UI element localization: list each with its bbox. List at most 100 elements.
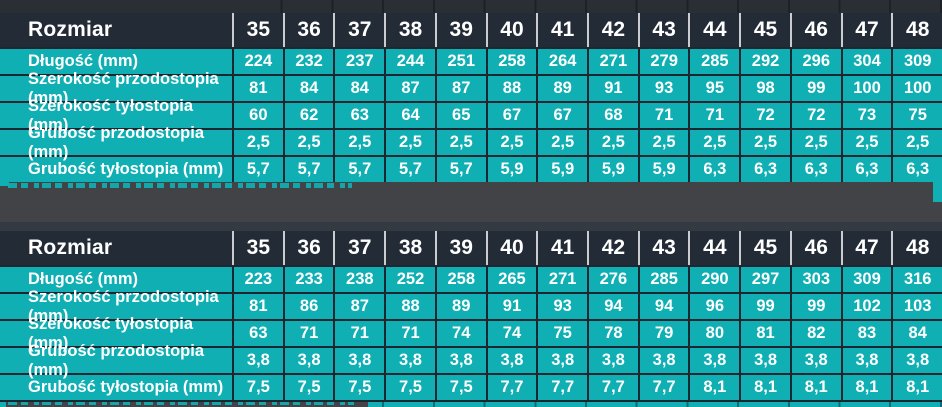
value-cell: 73 (840, 103, 892, 128)
size-cell: 35 (232, 231, 283, 265)
cropped-note-box (6, 402, 368, 407)
value-cell: 79 (637, 321, 689, 346)
value-cell: 91 (587, 76, 638, 101)
size-cell: 40 (485, 231, 537, 265)
value-cell: 8,1 (891, 375, 942, 400)
value-cell: 6,3 (789, 157, 841, 182)
value-cell: 65 (434, 103, 486, 128)
value-cell: 100 (891, 76, 942, 101)
value-cell: 71 (688, 103, 739, 128)
value-cell: 74 (434, 321, 486, 346)
value-cell: 71 (333, 321, 384, 346)
value-cell: 84 (333, 76, 384, 101)
value-cell: 67 (536, 103, 587, 128)
size-cell: 39 (434, 13, 486, 47)
value-cell: 292 (739, 49, 790, 74)
table-separator-band (0, 177, 942, 222)
value-cell: 264 (536, 49, 587, 74)
value-cell: 2,5 (485, 130, 537, 155)
value-cell: 8,1 (789, 375, 841, 400)
size-cell: 46 (789, 231, 841, 265)
size-cell: 48 (891, 13, 942, 47)
value-cell: 89 (536, 76, 587, 101)
data-row: Długość (mm) 223 233 238 252 258 265 271 276 285 2… (0, 265, 942, 292)
value-cell: 96 (688, 294, 739, 319)
value-cell: 91 (485, 294, 537, 319)
value-cell: 84 (891, 321, 942, 346)
value-cell: 2,5 (637, 130, 689, 155)
value-cell: 8,1 (840, 375, 892, 400)
value-cell: 3,8 (232, 348, 283, 373)
value-cell: 87 (384, 76, 435, 101)
value-cell: 87 (333, 294, 384, 319)
value-cell: 285 (688, 49, 739, 74)
value-cell: 223 (232, 267, 283, 292)
value-cell: 3,8 (637, 348, 689, 373)
value-cell: 303 (789, 267, 841, 292)
value-cell: 2,5 (840, 130, 892, 155)
value-cell: 5,9 (485, 157, 537, 182)
data-row: Szerokość tyłostopia (mm) 63 71 71 71 74 74 75 7… (0, 315, 942, 352)
value-cell: 6,3 (739, 157, 790, 182)
size-cell: 43 (637, 13, 689, 47)
value-cell: 232 (282, 49, 334, 74)
pre-header-strip (0, 222, 942, 231)
row-label-cell: Grubość przodostopia (mm) (28, 123, 205, 161)
value-cell: 271 (536, 267, 587, 292)
value-cell: 224 (232, 49, 283, 74)
column-tick-marks (232, 0, 942, 13)
crop-artifact-left (0, 177, 9, 186)
data-row: Grubość tyłostopia (mm) 5,7 5,7 5,7 5,7 5,7 5,… (0, 155, 942, 182)
value-cell: 2,5 (739, 130, 790, 155)
size-cell: 47 (840, 231, 892, 265)
value-cell: 81 (232, 294, 283, 319)
data-row: Długość (mm) 224 232 237 244 251 258 264 271 279 2… (0, 47, 942, 74)
value-cell: 3,8 (434, 348, 486, 373)
value-cell: 2,5 (587, 130, 638, 155)
value-cell: 2,5 (536, 130, 587, 155)
value-cell: 285 (637, 267, 689, 292)
size-cell: 47 (840, 13, 892, 47)
value-cell: 3,8 (536, 348, 587, 373)
value-cell: 81 (232, 76, 283, 101)
value-cell: 5,7 (333, 157, 384, 182)
value-cell: 94 (587, 294, 638, 319)
value-cell: 83 (840, 321, 892, 346)
value-cell: 265 (485, 267, 537, 292)
value-cell: 244 (384, 49, 435, 74)
value-cell: 99 (789, 76, 841, 101)
value-cell: 3,8 (688, 348, 739, 373)
size-cell: 38 (384, 231, 435, 265)
value-cell: 99 (739, 294, 790, 319)
value-cell: 5,9 (587, 157, 638, 182)
value-cell: 7,5 (434, 375, 486, 400)
size-cell: 46 (789, 13, 841, 47)
value-cell: 8,1 (739, 375, 790, 400)
value-cell: 72 (739, 103, 790, 128)
value-cell: 3,8 (282, 348, 334, 373)
value-cell: 304 (840, 49, 892, 74)
crop-artifact-right (933, 182, 942, 202)
column-tick-marks (232, 402, 942, 407)
value-cell: 2,5 (232, 130, 283, 155)
value-cell: 88 (384, 294, 435, 319)
cropped-caption-remnant (8, 402, 354, 405)
data-row: Grubość tyłostopia (mm) 7,5 7,5 7,5 7,5 7,5 7,… (0, 373, 942, 400)
value-cell: 279 (637, 49, 689, 74)
value-cell: 95 (688, 76, 739, 101)
size-cell: 41 (536, 13, 587, 47)
value-cell: 93 (536, 294, 587, 319)
value-cell: 2,5 (688, 130, 739, 155)
value-cell: 60 (232, 103, 283, 128)
value-cell: 7,5 (333, 375, 384, 400)
value-cell: 5,9 (536, 157, 587, 182)
value-cell: 2,5 (891, 130, 942, 155)
value-cell: 80 (688, 321, 739, 346)
value-cell: 251 (434, 49, 486, 74)
size-cell: 37 (333, 13, 384, 47)
value-cell: 72 (789, 103, 841, 128)
size-table-2: Rozmiar 35 36 37 38 39 40 41 42 43 44 45 46 47 48 Długo… (0, 231, 942, 400)
value-cell: 3,8 (485, 348, 537, 373)
size-cell: 43 (637, 231, 689, 265)
value-cell: 276 (587, 267, 638, 292)
